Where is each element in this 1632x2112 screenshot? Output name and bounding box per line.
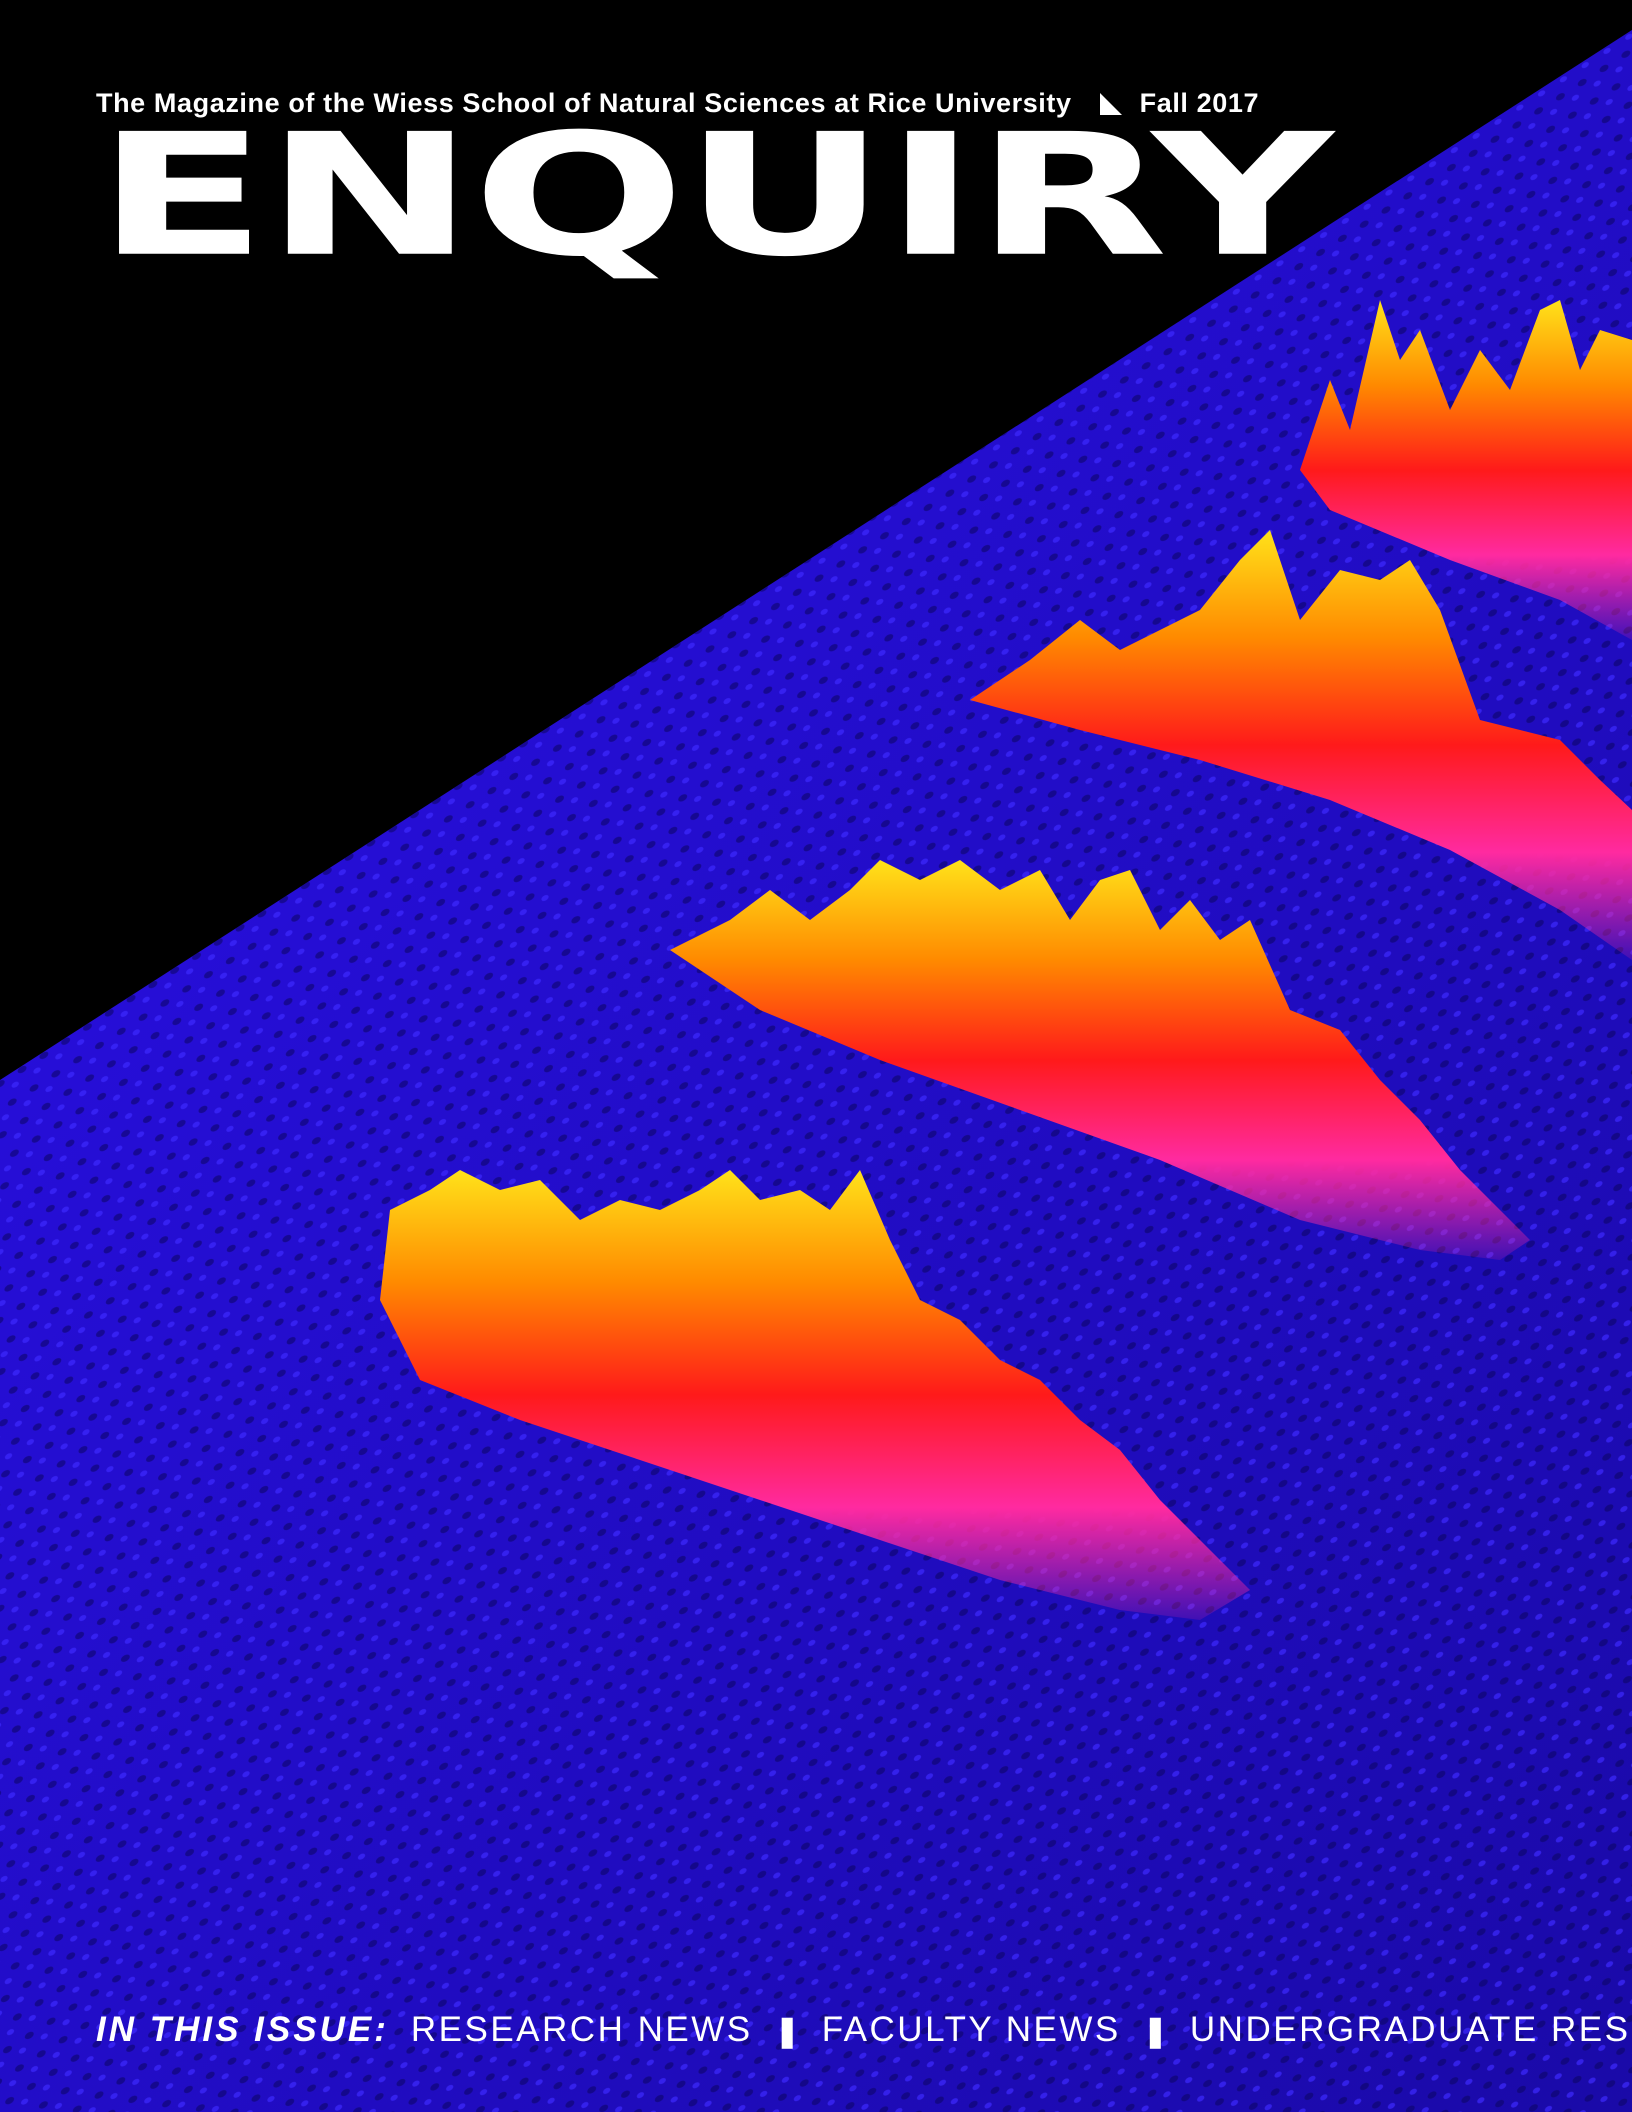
intensity-ridge-2 [970, 530, 1632, 960]
masthead: The Magazine of the Wiess School of Natu… [96, 88, 1336, 293]
intensity-ridge-3 [670, 860, 1530, 1260]
intensity-ridge-1 [1300, 300, 1632, 640]
in-this-issue-label: IN THIS ISSUE: [96, 2010, 389, 2049]
issue-contents: IN THIS ISSUE: RESEARCH NEWS ❚ FACULTY N… [96, 2010, 1632, 2050]
tagline-row: The Magazine of the Wiess School of Natu… [96, 88, 1336, 119]
contents-item-undergraduate-research: UNDERGRADUATE RESEARCH [1189, 2010, 1632, 2049]
magazine-title: ENQUIRY [96, 98, 1333, 295]
intensity-ridge-4 [380, 1170, 1250, 1620]
contents-item-faculty-news: FACULTY NEWS [821, 2010, 1121, 2049]
separator-icon: ❚ [774, 2015, 800, 2048]
issue-date: Fall 2017 [1139, 88, 1260, 118]
separator-icon: ❚ [1142, 2015, 1168, 2048]
contents-item-research-news: RESEARCH NEWS [410, 2010, 753, 2049]
triangle-icon [1099, 92, 1122, 115]
magazine-tagline: The Magazine of the Wiess School of Natu… [96, 88, 1072, 118]
